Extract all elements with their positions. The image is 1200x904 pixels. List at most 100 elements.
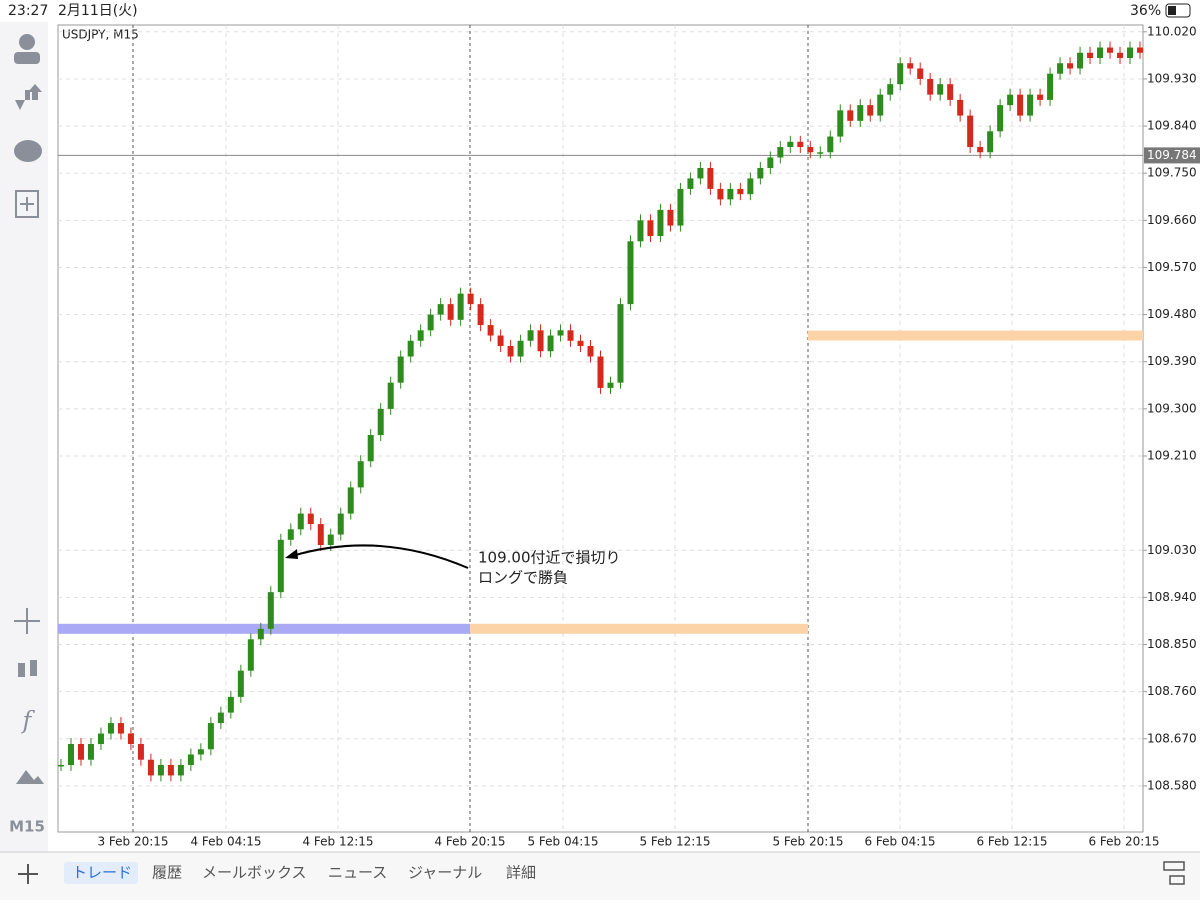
plus-icon[interactable] [20, 197, 34, 211]
candle [567, 330, 574, 341]
candle [207, 723, 214, 750]
y-tick-label: 109.390 [1147, 354, 1197, 368]
plot-frame [57, 24, 1144, 833]
x-tick-label: 6 Feb 12:15 [976, 835, 1047, 849]
add-button[interactable] [18, 864, 38, 884]
x-tick-label: 5 Feb 20:15 [772, 835, 843, 849]
current-price-label: 109.784 [1147, 148, 1197, 162]
candle [1137, 47, 1143, 53]
candle [707, 167, 714, 189]
x-tick-label: 6 Feb 20:15 [1088, 835, 1159, 849]
tab[interactable]: ニュース [328, 864, 387, 882]
candle [847, 110, 854, 121]
candle [427, 314, 434, 331]
battery-icon [1165, 3, 1191, 18]
candle [827, 136, 834, 153]
candle [517, 340, 524, 357]
tab[interactable]: ジャーナル [408, 864, 482, 882]
chart-type-icon[interactable] [18, 663, 25, 677]
x-tick-label: 5 Feb 04:15 [527, 835, 598, 849]
new-order-icon[interactable] [15, 190, 39, 218]
objects-icon[interactable] [16, 770, 44, 784]
tab[interactable]: トレード [72, 864, 132, 882]
candle [487, 325, 494, 336]
candle [987, 131, 994, 153]
crosshair-icon[interactable] [14, 608, 40, 634]
candle [837, 110, 844, 137]
annotation: 109.00付近で損切り [478, 549, 621, 567]
chat-icon[interactable] [14, 140, 42, 162]
candle [237, 670, 244, 697]
candle [327, 534, 334, 546]
candle [587, 346, 594, 357]
candle [677, 188, 684, 226]
candle [67, 744, 74, 765]
candle [287, 529, 294, 540]
candle [757, 167, 764, 179]
candle [347, 487, 354, 514]
candle [87, 744, 94, 760]
trade-icon[interactable] [15, 84, 42, 110]
candle [107, 723, 114, 734]
candle [387, 382, 394, 409]
y-tick-label: 108.940 [1147, 590, 1197, 604]
candle [1017, 94, 1024, 116]
status-time: 23:27 [8, 3, 48, 19]
arrow-head [285, 549, 298, 559]
candle [257, 628, 264, 640]
account-icon-body[interactable] [14, 52, 40, 64]
tab-bar [0, 852, 1200, 900]
candle [1087, 52, 1094, 58]
candle [1067, 63, 1074, 69]
candle [97, 733, 104, 745]
candle [717, 188, 724, 200]
candle [937, 84, 944, 95]
level-zone [58, 623, 470, 634]
x-tick-label: 3 Feb 20:15 [97, 835, 168, 849]
candle [77, 744, 84, 760]
candle [227, 696, 234, 713]
tab[interactable]: 履歴 [152, 864, 182, 882]
y-tick-label: 109.480 [1147, 307, 1197, 321]
y-tick-label: 109.750 [1147, 166, 1197, 180]
candle [577, 340, 584, 347]
toolbar-icons[interactable]: f [14, 34, 44, 784]
tab[interactable]: メールボックス [202, 864, 307, 882]
tab[interactable]: 詳細 [506, 864, 536, 882]
layout-button[interactable] [1163, 861, 1185, 871]
candle [477, 304, 484, 326]
annotation: ロングで勝負 [478, 569, 568, 587]
chart-type-icon-2[interactable] [30, 660, 37, 676]
candle [957, 99, 964, 116]
candle [467, 293, 474, 305]
current-price-tag [1144, 147, 1200, 164]
candle [967, 115, 974, 148]
candle [667, 209, 674, 226]
candle [247, 639, 254, 671]
candle [277, 539, 284, 593]
status-battery: 36% [1130, 3, 1161, 19]
y-tick-label: 109.210 [1147, 448, 1197, 462]
account-icon[interactable] [19, 34, 35, 50]
layout-button-2[interactable] [1169, 875, 1185, 885]
candle [887, 84, 894, 95]
y-tick-label: 110.020 [1147, 24, 1197, 38]
candle [1037, 94, 1044, 100]
candle [907, 63, 914, 69]
candle [637, 220, 644, 242]
y-tick-label: 109.930 [1147, 71, 1197, 85]
level-zone [808, 330, 1143, 341]
candle [147, 759, 154, 776]
candle [767, 157, 774, 168]
candle [977, 147, 984, 153]
y-tick-label: 108.760 [1147, 684, 1197, 698]
candle [807, 147, 814, 153]
candle [497, 335, 504, 347]
candle [197, 749, 204, 755]
candle [997, 105, 1004, 132]
candle [1007, 94, 1014, 106]
timeframe-button[interactable]: M15 [9, 818, 45, 836]
candle [367, 435, 374, 462]
y-tick-label: 108.850 [1147, 637, 1197, 651]
